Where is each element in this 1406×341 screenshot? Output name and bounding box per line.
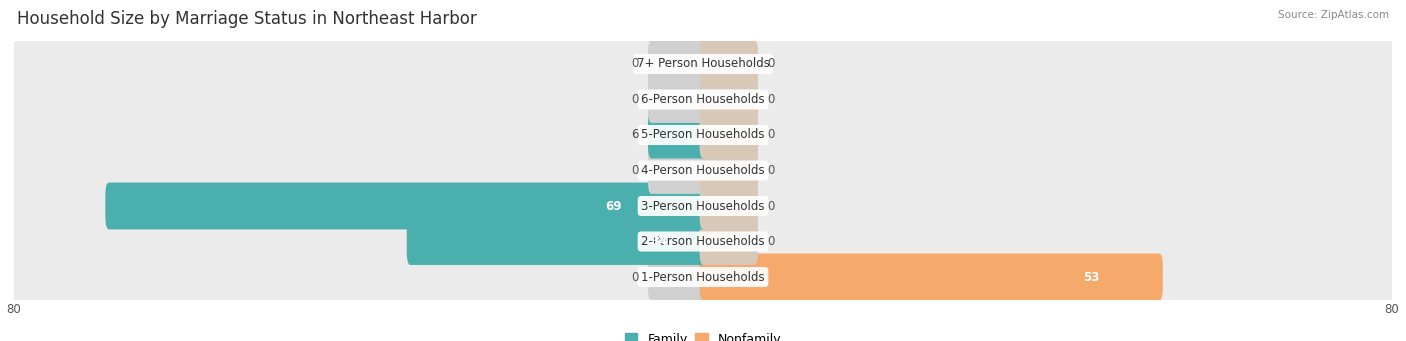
Text: 6-Person Households: 6-Person Households (641, 93, 765, 106)
Text: 0: 0 (768, 58, 775, 71)
FancyBboxPatch shape (648, 147, 706, 194)
Text: Source: ZipAtlas.com: Source: ZipAtlas.com (1278, 10, 1389, 20)
FancyBboxPatch shape (6, 176, 1400, 237)
Text: 3-Person Households: 3-Person Households (641, 199, 765, 212)
FancyBboxPatch shape (700, 182, 758, 229)
Text: 5-Person Households: 5-Person Households (641, 129, 765, 142)
FancyBboxPatch shape (648, 41, 706, 87)
Text: 0: 0 (768, 129, 775, 142)
FancyBboxPatch shape (648, 76, 706, 123)
Text: 53: 53 (1083, 270, 1099, 283)
FancyBboxPatch shape (700, 112, 758, 159)
Text: 0: 0 (768, 93, 775, 106)
Text: 0: 0 (631, 270, 638, 283)
FancyBboxPatch shape (6, 140, 1400, 201)
FancyBboxPatch shape (700, 218, 758, 265)
Text: 2-Person Households: 2-Person Households (641, 235, 765, 248)
Text: 69: 69 (606, 199, 621, 212)
Text: 7+ Person Households: 7+ Person Households (637, 58, 769, 71)
Text: 1-Person Households: 1-Person Households (641, 270, 765, 283)
FancyBboxPatch shape (6, 33, 1400, 94)
Text: 0: 0 (631, 93, 638, 106)
FancyBboxPatch shape (700, 76, 758, 123)
FancyBboxPatch shape (6, 211, 1400, 272)
FancyBboxPatch shape (700, 254, 1163, 300)
Legend: Family, Nonfamily: Family, Nonfamily (620, 328, 786, 341)
Text: 4-Person Households: 4-Person Households (641, 164, 765, 177)
Text: 0: 0 (768, 235, 775, 248)
Text: 0: 0 (631, 58, 638, 71)
FancyBboxPatch shape (648, 254, 706, 300)
FancyBboxPatch shape (648, 112, 706, 159)
FancyBboxPatch shape (700, 41, 758, 87)
FancyBboxPatch shape (6, 247, 1400, 308)
Text: 0: 0 (768, 199, 775, 212)
FancyBboxPatch shape (6, 104, 1400, 165)
Text: 34: 34 (651, 235, 668, 248)
FancyBboxPatch shape (6, 69, 1400, 130)
Text: 0: 0 (768, 164, 775, 177)
FancyBboxPatch shape (700, 147, 758, 194)
Text: Household Size by Marriage Status in Northeast Harbor: Household Size by Marriage Status in Nor… (17, 10, 477, 28)
FancyBboxPatch shape (406, 218, 706, 265)
Text: 6: 6 (631, 129, 638, 142)
Text: 0: 0 (631, 164, 638, 177)
FancyBboxPatch shape (105, 182, 706, 229)
